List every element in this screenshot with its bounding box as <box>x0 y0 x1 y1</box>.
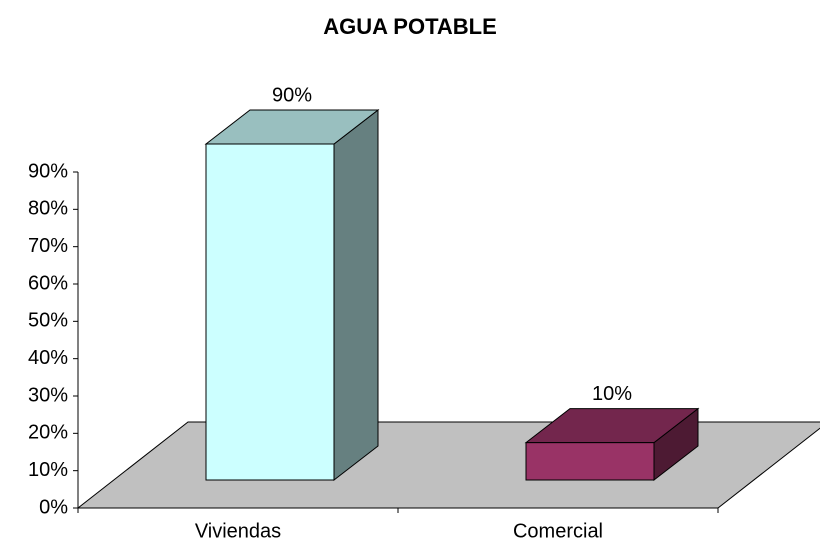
bar <box>525 442 655 481</box>
value-label: 90% <box>272 84 312 106</box>
y-tick-label: 70% <box>28 235 68 257</box>
bar-side <box>333 108 379 482</box>
y-tick-label: 60% <box>28 272 68 294</box>
y-tick-label: 50% <box>28 310 68 332</box>
chart-title: AGUA POTABLE <box>323 14 497 39</box>
floor <box>76 421 820 509</box>
value-label: 10% <box>592 383 632 405</box>
y-tick-label: 30% <box>28 384 68 406</box>
y-tick-label: 40% <box>28 347 68 369</box>
y-tick-label: 90% <box>28 160 68 182</box>
y-tick-label: 80% <box>28 198 68 220</box>
y-tick-label: 0% <box>39 496 68 518</box>
bar <box>205 143 335 481</box>
x-tick-label: Viviendas <box>195 520 281 542</box>
y-tick-label: 10% <box>28 459 68 481</box>
x-tick-label: Comercial <box>513 520 603 542</box>
y-tick-label: 20% <box>28 422 68 444</box>
